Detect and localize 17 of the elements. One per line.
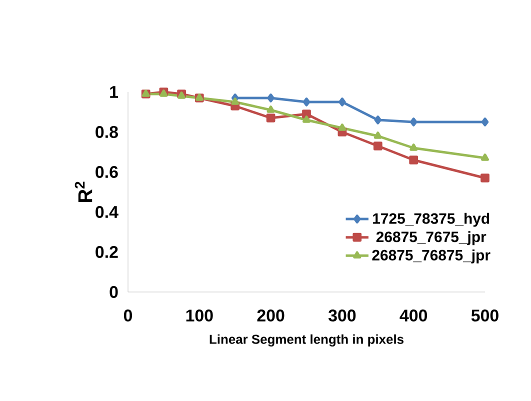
y-tick-label: 1 [110,86,118,98]
legend-label: 26875_76875_jpr [372,249,490,264]
legend-label: 1725_78375_hyd [373,212,490,227]
y-tick-label: 0.6 [96,166,118,178]
x-tick-label: 200 [257,310,284,322]
y-tick-label: 0.2 [96,246,118,258]
legend-label: 26875_7675_jpr [376,231,486,246]
x-tick-label: 0 [124,310,132,322]
y-tick-label: 0.8 [96,126,118,138]
x-tick-label: 400 [400,310,428,322]
x-tick-label: 100 [186,310,213,322]
x-axis-title: Linear Segment length in pixels [210,334,404,347]
y-tick-label: 0 [110,286,118,298]
y-axis-title: R$^{2}$ [74,182,92,202]
x-tick-label: 500 [471,310,498,322]
x-tick-label: 300 [328,310,356,322]
y-tick-label: 0.4 [96,206,118,218]
